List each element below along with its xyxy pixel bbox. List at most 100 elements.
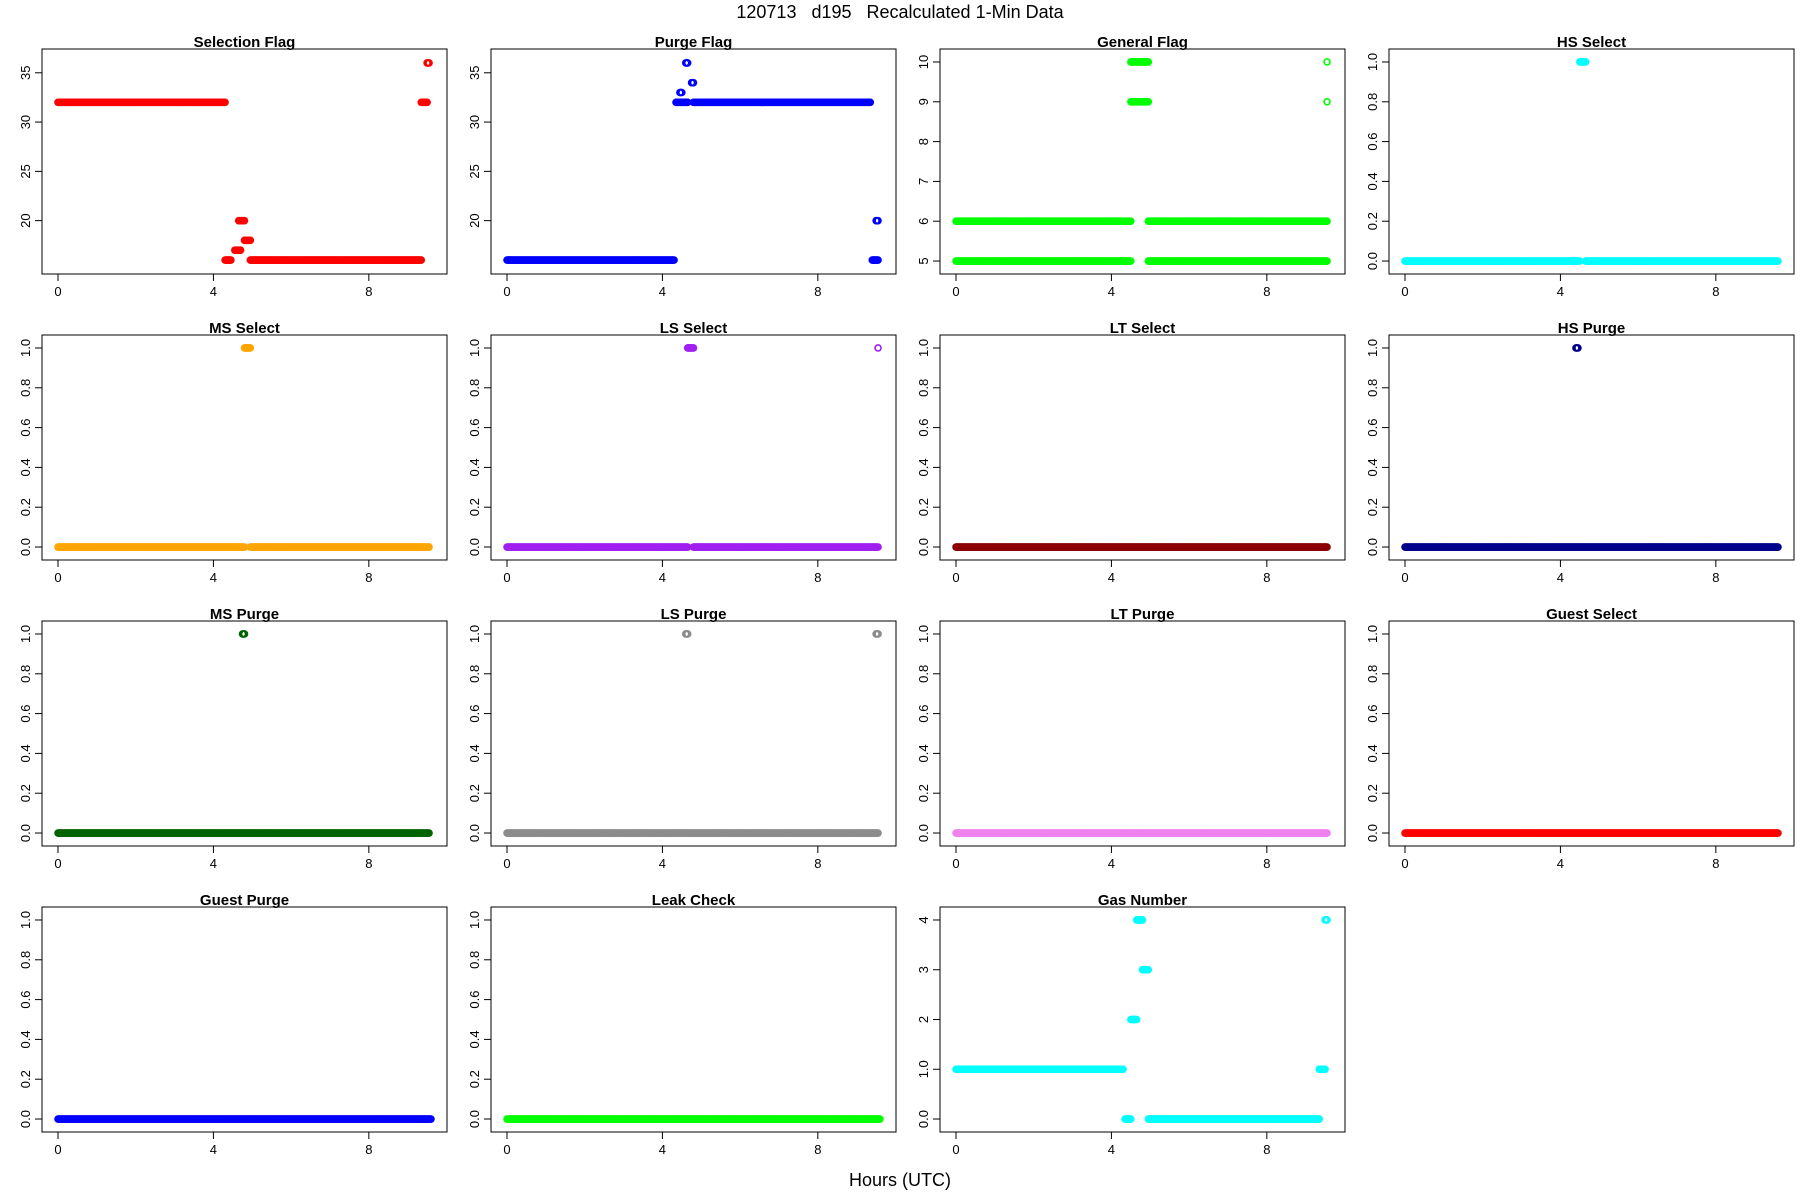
- y-tick-label: 6: [916, 218, 931, 225]
- y-tick-label: 0.0: [467, 538, 482, 556]
- panel-title: Purge Flag: [655, 34, 733, 51]
- panel-purge-flag: Purge Flag 0 4 8 20 25 30 35: [467, 34, 897, 299]
- x-tick-label: 8: [814, 570, 821, 585]
- panel-ms-select: MS Select 0 4 8 0.0 0.2 0.4 0.6 0.8 1.0: [18, 320, 448, 585]
- panel-title: MS Select: [209, 320, 280, 337]
- y-tick-label: 0.8: [1365, 93, 1380, 111]
- y-tick-label: 0.2: [1365, 212, 1380, 230]
- y-tick-label: 1.0: [467, 339, 482, 357]
- data-point: [1323, 97, 1331, 106]
- y-tick-label: 1.0: [1365, 53, 1380, 71]
- x-tick-label: 8: [1263, 284, 1270, 299]
- data-points: [54, 59, 433, 264]
- x-tick-label: 0: [503, 284, 510, 299]
- panel-title: Selection Flag: [194, 34, 296, 51]
- panel-selection-flag: Selection Flag 0 4 8 20 25 30 35: [18, 34, 448, 299]
- data-point: [670, 256, 678, 264]
- panel-ls-select: LS Select 0 4 8 0.0 0.2 0.4 0.6 0.8 1.0: [467, 320, 897, 585]
- x-tick-label: 0: [952, 570, 959, 585]
- data-points: [503, 59, 882, 264]
- panel-title: LS Select: [660, 320, 728, 337]
- y-tick-label: 0.2: [467, 498, 482, 516]
- panel-title: HS Purge: [1558, 320, 1626, 337]
- x-tick-label: 0: [1401, 284, 1408, 299]
- x-tick-label: 0: [54, 284, 61, 299]
- y-tick-label: 0.0: [18, 538, 33, 556]
- data-point: [227, 256, 235, 264]
- y-tick-label: 35: [467, 66, 482, 80]
- y-tick-label: 1.0: [916, 339, 931, 357]
- data-point: [689, 78, 698, 87]
- plot-frame: [41, 334, 448, 561]
- y-tick-label: 30: [467, 115, 482, 129]
- y-tick-label: 0.2: [916, 498, 931, 516]
- data-point: [683, 59, 692, 67]
- x-tick-label: 0: [503, 570, 510, 585]
- y-tick-label: 5: [916, 257, 931, 264]
- data-point: [240, 216, 249, 225]
- data-point: [423, 98, 431, 107]
- data-point: [1323, 58, 1331, 66]
- x-tick-label: 4: [1557, 284, 1564, 299]
- x-tick-label: 4: [210, 570, 217, 585]
- panel-title: General Flag: [1097, 34, 1188, 51]
- y-tick-label: 0.6: [467, 419, 482, 437]
- y-tick-label: 25: [467, 164, 482, 178]
- y-tick-label: 0.4: [916, 458, 931, 476]
- y-tick-label: 7: [916, 178, 931, 185]
- data-points: [952, 58, 1331, 265]
- panel-lt-select: LT Select 0 4 8 0.0 0.2 0.4 0.6 0.8 1.0: [916, 320, 1346, 585]
- y-tick-label: 0.0: [1365, 252, 1380, 270]
- data-point: [425, 59, 433, 67]
- y-tick-label: 0.2: [18, 498, 33, 516]
- panel-title: LT Select: [1110, 320, 1176, 337]
- y-tick-label: 9: [916, 98, 931, 105]
- data-points: [503, 344, 882, 551]
- data-point: [417, 256, 426, 264]
- x-tick-label: 8: [1712, 284, 1719, 299]
- x-tick-label: 0: [952, 284, 959, 299]
- data-point: [246, 236, 255, 245]
- y-tick-label: 0.0: [916, 538, 931, 556]
- data-points: [952, 543, 1331, 551]
- y-tick-label: 0.8: [467, 379, 482, 397]
- y-tick-label: 35: [18, 66, 33, 80]
- x-tick-label: 4: [1108, 570, 1115, 585]
- x-tick-label: 8: [814, 284, 821, 299]
- y-tick-label: 0.6: [18, 419, 33, 437]
- plot-frame: [939, 334, 1346, 561]
- x-tick-label: 4: [210, 284, 217, 299]
- y-tick-label: 20: [18, 213, 33, 227]
- page-title: 120713 d195 Recalculated 1-Min Data: [736, 2, 1064, 22]
- y-tick-label: 0.8: [916, 379, 931, 397]
- y-tick-label: 0.4: [18, 458, 33, 476]
- x-tick-label: 8: [365, 284, 372, 299]
- data-points: [1401, 58, 1782, 265]
- y-tick-label: 8: [916, 138, 931, 145]
- x-tick-label: 8: [365, 570, 372, 585]
- x-tick-label: 8: [1263, 570, 1270, 585]
- plot-frame: [1388, 48, 1795, 275]
- y-tick-label: 0.6: [916, 419, 931, 437]
- data-point: [678, 88, 686, 97]
- y-tick-label: 25: [18, 164, 33, 178]
- y-tick-label: 30: [18, 115, 33, 129]
- y-tick-label: 1.0: [18, 339, 33, 357]
- y-tick-label: 0.4: [1365, 172, 1380, 190]
- x-tick-label: 0: [54, 570, 61, 585]
- x-tick-label: 4: [659, 570, 666, 585]
- y-tick-label: 0.8: [18, 379, 33, 397]
- y-tick-label: 0.6: [1365, 133, 1380, 151]
- data-points: [54, 344, 433, 551]
- plot-frame: [490, 48, 897, 275]
- data-points: [1401, 344, 1782, 551]
- plot-frame: [939, 48, 1346, 275]
- y-tick-label: 20: [467, 213, 482, 227]
- x-tick-label: 4: [659, 284, 666, 299]
- y-tick-label: 0.4: [467, 458, 482, 476]
- plot-frame: [490, 334, 897, 561]
